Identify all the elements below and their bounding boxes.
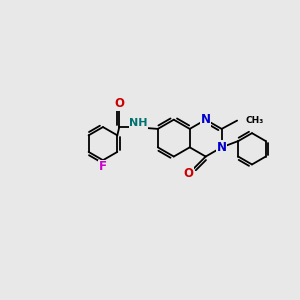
Text: O: O	[184, 167, 194, 180]
Text: CH₃: CH₃	[245, 116, 263, 125]
Text: N: N	[201, 113, 211, 126]
Text: NH: NH	[129, 118, 148, 128]
Text: O: O	[114, 97, 124, 110]
Text: N: N	[217, 141, 227, 154]
Text: F: F	[99, 160, 107, 173]
